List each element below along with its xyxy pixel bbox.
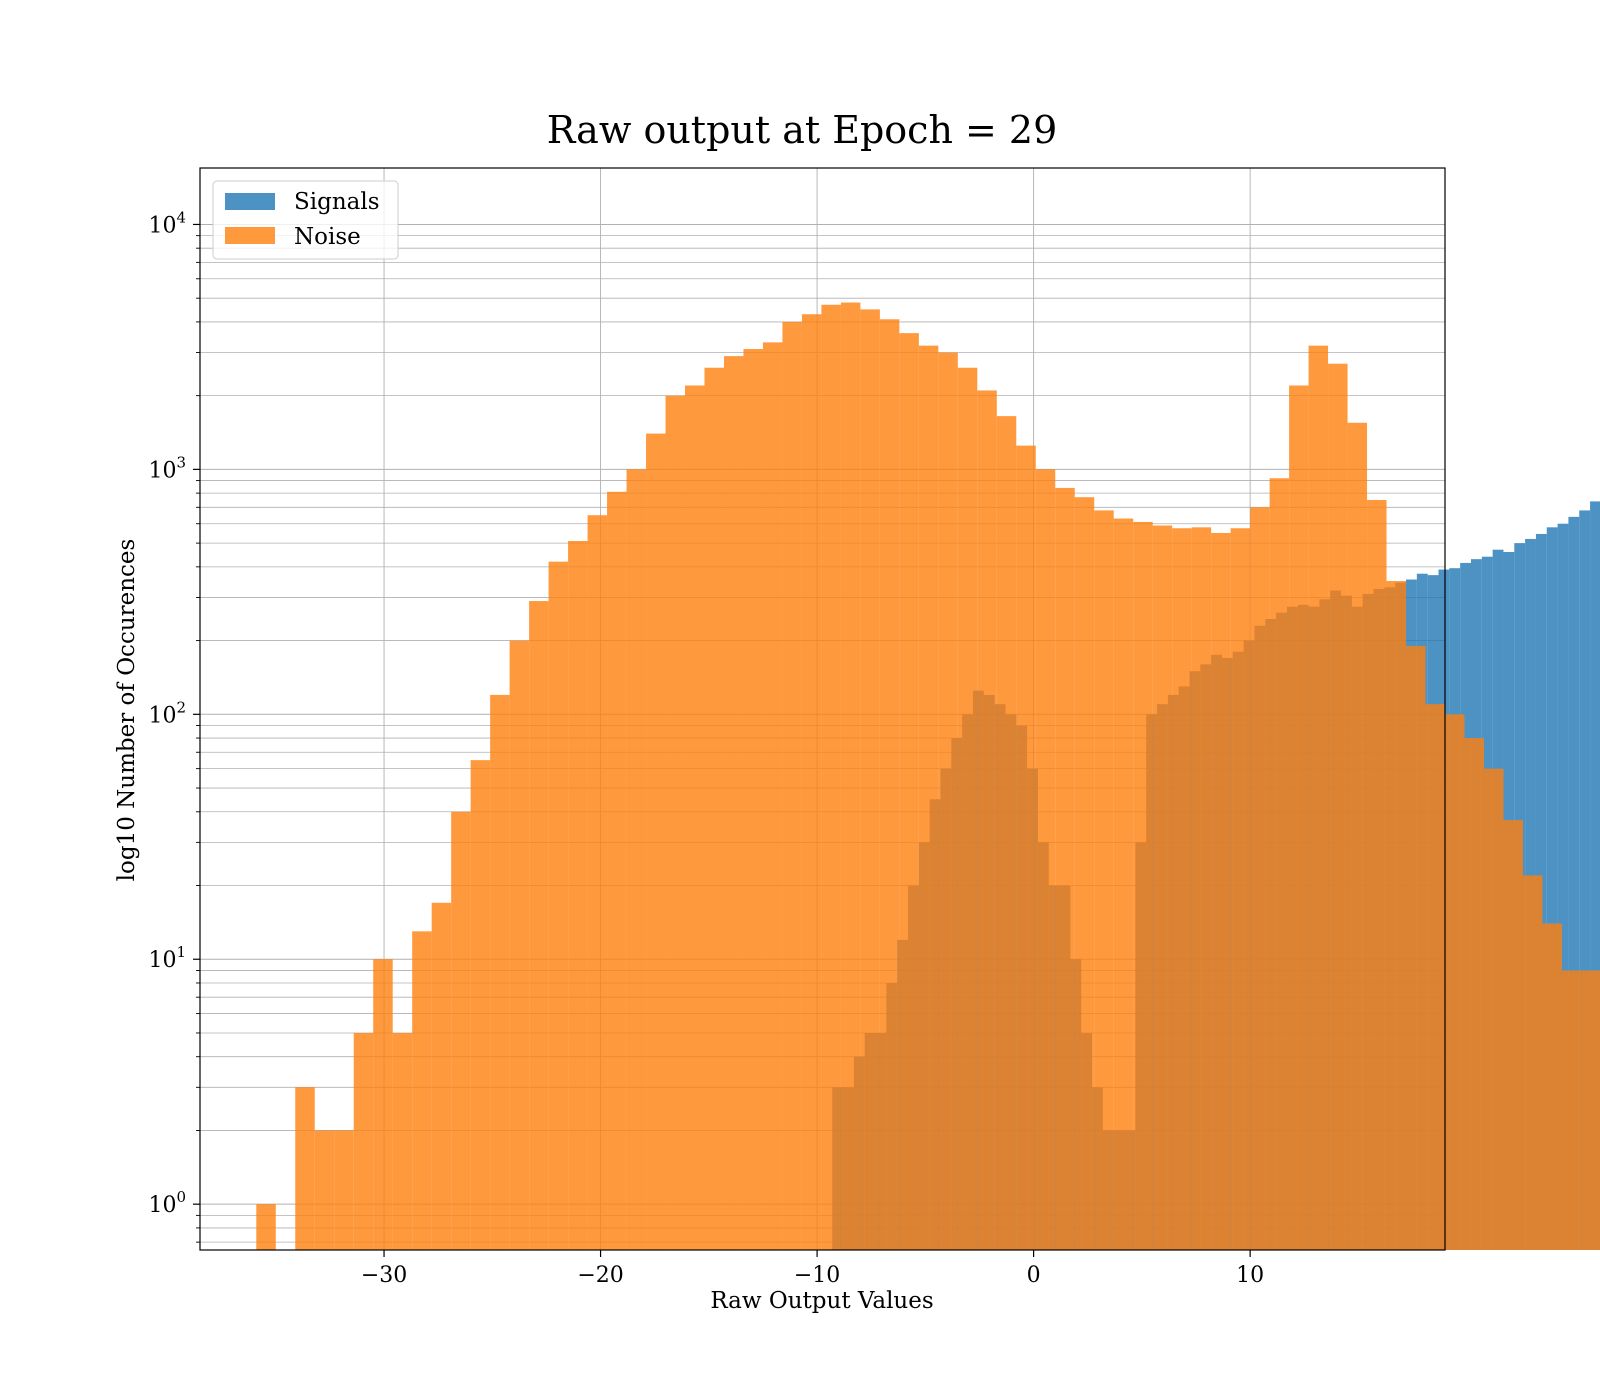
bar-noise bbox=[1503, 820, 1523, 1250]
bar-noise bbox=[977, 390, 997, 1251]
bar-noise bbox=[1074, 497, 1095, 1250]
bar-signals bbox=[1546, 527, 1558, 1250]
bar-signals bbox=[1590, 501, 1600, 1250]
bar-noise bbox=[723, 356, 744, 1250]
bar-noise bbox=[373, 959, 393, 1250]
bar-signals bbox=[1557, 523, 1569, 1250]
bar-noise bbox=[1230, 528, 1251, 1250]
bar-noise bbox=[256, 1204, 276, 1250]
y-tick-label: 104 bbox=[148, 208, 186, 238]
bar-noise bbox=[1113, 518, 1134, 1250]
y-tick-label: 101 bbox=[148, 943, 186, 973]
legend-swatch-signals bbox=[225, 193, 275, 210]
chart-title: Raw output at Epoch = 29 bbox=[547, 108, 1058, 152]
bar-noise bbox=[1172, 528, 1192, 1250]
bar-noise bbox=[314, 1130, 335, 1250]
bar-noise bbox=[529, 601, 549, 1250]
bar-noise bbox=[665, 395, 686, 1250]
bar-noise bbox=[1464, 738, 1484, 1250]
bar-noise bbox=[1581, 970, 1600, 1250]
bar-signals bbox=[1568, 516, 1580, 1250]
bar-noise bbox=[431, 902, 452, 1250]
bar-noise bbox=[646, 433, 666, 1250]
bar-noise bbox=[685, 385, 705, 1250]
bar-noise bbox=[1522, 875, 1543, 1250]
bar-noise bbox=[996, 416, 1017, 1250]
bar-noise bbox=[412, 931, 432, 1250]
bar-noise bbox=[1386, 581, 1407, 1250]
bar-noise bbox=[704, 367, 724, 1251]
plot-frame bbox=[199, 167, 1446, 1251]
bar-noise bbox=[1133, 521, 1153, 1250]
bar-noise bbox=[1367, 499, 1387, 1250]
bar-noise bbox=[1191, 527, 1212, 1250]
bar-noise bbox=[1561, 970, 1582, 1250]
bar-noise bbox=[1328, 363, 1348, 1250]
y-axis-ticks: 100 101 102 103 104 bbox=[148, 208, 200, 1243]
legend-label-signals: Signals bbox=[294, 189, 380, 215]
bar-noise bbox=[509, 640, 530, 1250]
bar-noise bbox=[1445, 714, 1465, 1250]
bar-noise bbox=[1211, 532, 1231, 1250]
legend-label-noise: Noise bbox=[294, 224, 361, 250]
legend-swatch-noise bbox=[225, 227, 275, 244]
bar-noise bbox=[801, 314, 822, 1250]
bar-noise bbox=[762, 342, 783, 1250]
bar-noise bbox=[860, 309, 880, 1250]
y-tick-label: 102 bbox=[148, 698, 186, 728]
bar-noise bbox=[490, 694, 510, 1250]
bar-noise bbox=[1269, 478, 1290, 1250]
bar-noise bbox=[1016, 445, 1036, 1251]
bar-noise bbox=[1308, 345, 1329, 1250]
legend: Signals Noise bbox=[212, 180, 399, 260]
bar-noise bbox=[334, 1130, 354, 1250]
bar-noise bbox=[840, 302, 861, 1250]
bar-noise bbox=[1152, 525, 1173, 1250]
bar-noise bbox=[1055, 487, 1075, 1251]
y-tick-label: 103 bbox=[148, 453, 186, 483]
bar-noise bbox=[1425, 704, 1445, 1250]
bar-noise bbox=[1483, 768, 1504, 1250]
bar-noise bbox=[568, 541, 588, 1250]
x-tick-label: 0 bbox=[1027, 1263, 1041, 1288]
bar-noise bbox=[607, 491, 627, 1251]
bar-noise bbox=[295, 1087, 315, 1250]
bar-noise bbox=[782, 321, 802, 1250]
bar-noise bbox=[821, 304, 841, 1251]
bar-noise bbox=[451, 811, 471, 1250]
bar-noise bbox=[879, 319, 900, 1251]
series-noise bbox=[256, 302, 1600, 1251]
bar-signals bbox=[1579, 510, 1591, 1250]
bar-noise bbox=[1289, 385, 1309, 1250]
bar-noise bbox=[548, 561, 569, 1250]
bar-noise bbox=[938, 352, 958, 1250]
bar-noise bbox=[1035, 469, 1056, 1251]
bar-noise bbox=[1542, 923, 1562, 1250]
bar-noise bbox=[392, 1032, 413, 1250]
histogram-bars bbox=[256, 302, 1600, 1251]
bar-noise bbox=[1250, 507, 1270, 1250]
x-axis-ticks: −30 −20 −10 0 10 bbox=[361, 1250, 1264, 1288]
bar-noise bbox=[626, 469, 647, 1251]
x-axis-label: Raw Output Values bbox=[710, 1288, 933, 1314]
bar-noise bbox=[470, 760, 491, 1250]
x-tick-label: −20 bbox=[577, 1263, 623, 1288]
bar-noise bbox=[899, 333, 919, 1250]
bar-noise bbox=[957, 367, 978, 1251]
y-tick-label: 100 bbox=[148, 1188, 186, 1218]
bar-noise bbox=[587, 515, 608, 1250]
bar-noise bbox=[1406, 646, 1426, 1250]
bar-noise bbox=[1347, 422, 1368, 1250]
x-tick-label: 10 bbox=[1236, 1263, 1264, 1288]
y-axis-label: log10 Number of Occurences bbox=[114, 539, 140, 882]
bar-noise bbox=[918, 345, 939, 1250]
bar-noise bbox=[1094, 510, 1114, 1250]
bar-noise bbox=[353, 1032, 374, 1250]
x-tick-label: −30 bbox=[361, 1263, 407, 1288]
x-tick-label: −10 bbox=[794, 1263, 840, 1288]
bar-noise bbox=[743, 349, 763, 1250]
